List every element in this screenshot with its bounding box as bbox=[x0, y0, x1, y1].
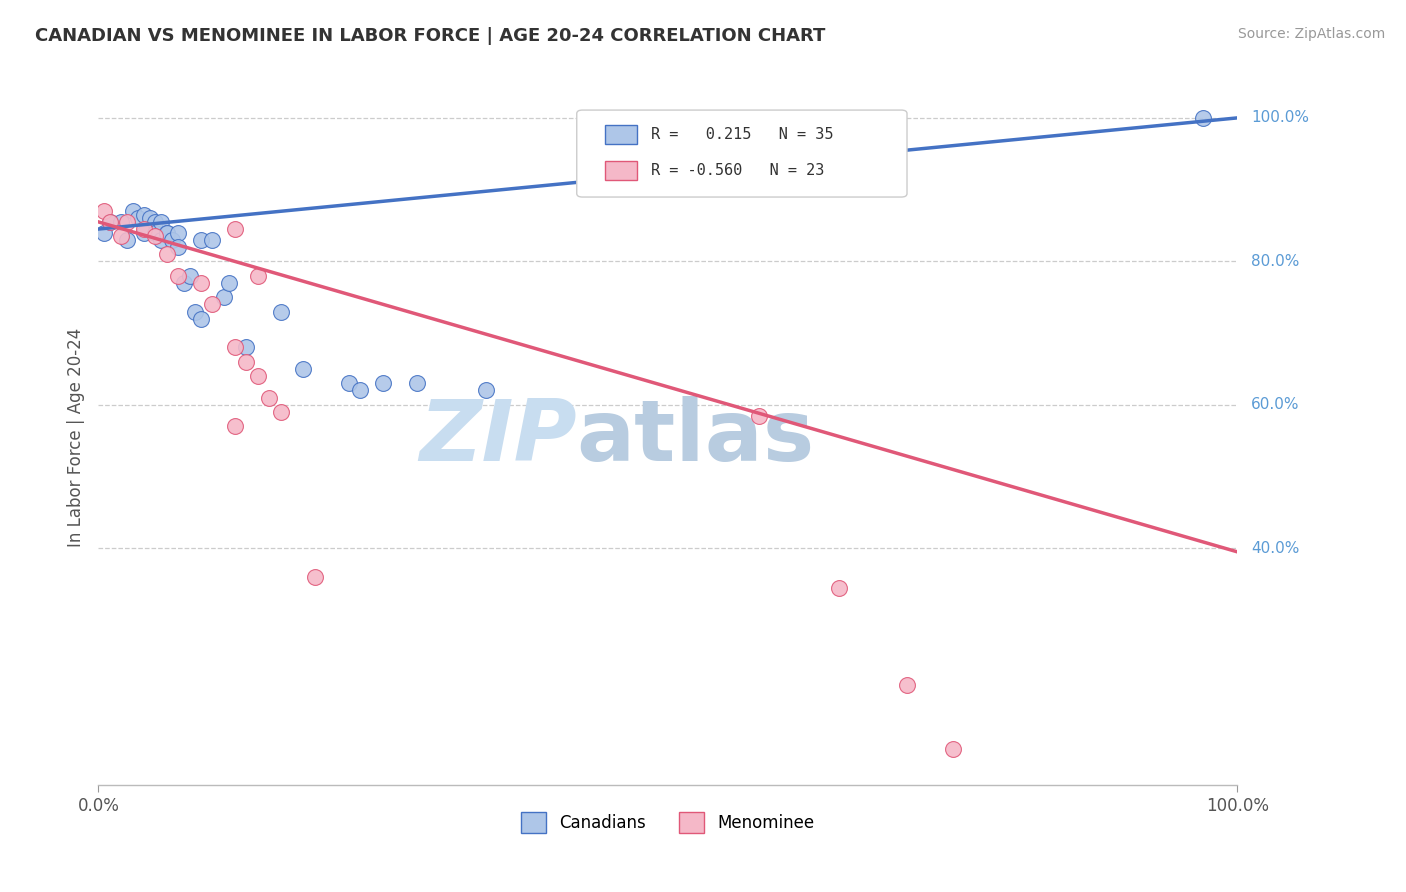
Point bbox=[201, 233, 224, 247]
Point bbox=[93, 204, 115, 219]
Point bbox=[896, 677, 918, 691]
Point bbox=[132, 208, 155, 222]
Point bbox=[173, 276, 195, 290]
Text: 40.0%: 40.0% bbox=[1251, 541, 1299, 556]
Point bbox=[145, 226, 167, 240]
Text: Source: ZipAtlas.com: Source: ZipAtlas.com bbox=[1237, 27, 1385, 41]
FancyBboxPatch shape bbox=[605, 125, 637, 145]
Point bbox=[270, 304, 292, 318]
Point bbox=[304, 570, 326, 584]
Point bbox=[179, 268, 201, 283]
Point bbox=[201, 297, 224, 311]
Point bbox=[150, 215, 173, 229]
Point bbox=[110, 229, 132, 244]
Y-axis label: In Labor Force | Age 20-24: In Labor Force | Age 20-24 bbox=[66, 327, 84, 547]
Point bbox=[98, 215, 121, 229]
Point bbox=[292, 362, 315, 376]
Point bbox=[406, 376, 429, 391]
Point bbox=[110, 215, 132, 229]
Text: 80.0%: 80.0% bbox=[1251, 254, 1299, 268]
Point bbox=[93, 226, 115, 240]
Point bbox=[828, 581, 851, 595]
Point bbox=[145, 229, 167, 244]
Point bbox=[246, 369, 269, 384]
Text: 100.0%: 100.0% bbox=[1251, 111, 1309, 126]
Point bbox=[167, 240, 190, 254]
Point bbox=[127, 211, 149, 226]
Point bbox=[337, 376, 360, 391]
Legend: Canadians, Menominee: Canadians, Menominee bbox=[515, 805, 821, 839]
Point bbox=[190, 233, 212, 247]
Point bbox=[156, 226, 179, 240]
Point bbox=[167, 268, 190, 283]
FancyBboxPatch shape bbox=[576, 110, 907, 197]
Point bbox=[190, 276, 212, 290]
Point bbox=[150, 233, 173, 247]
Point bbox=[474, 384, 496, 398]
Point bbox=[190, 311, 212, 326]
Point bbox=[235, 340, 257, 354]
Text: CANADIAN VS MENOMINEE IN LABOR FORCE | AGE 20-24 CORRELATION CHART: CANADIAN VS MENOMINEE IN LABOR FORCE | A… bbox=[35, 27, 825, 45]
Point bbox=[184, 304, 207, 318]
Point bbox=[162, 233, 184, 247]
Point bbox=[167, 226, 190, 240]
Text: R = -0.560   N = 23: R = -0.560 N = 23 bbox=[651, 163, 824, 178]
Point bbox=[121, 204, 143, 219]
Point bbox=[132, 222, 155, 236]
Point bbox=[212, 290, 235, 304]
Point bbox=[98, 215, 121, 229]
Point bbox=[218, 276, 240, 290]
Point bbox=[224, 340, 246, 354]
Point bbox=[246, 268, 269, 283]
Text: ZIP: ZIP bbox=[419, 395, 576, 479]
Point bbox=[145, 215, 167, 229]
Point bbox=[156, 247, 179, 261]
Point bbox=[138, 211, 160, 226]
Point bbox=[349, 384, 371, 398]
Point bbox=[371, 376, 394, 391]
FancyBboxPatch shape bbox=[605, 161, 637, 180]
Point bbox=[748, 409, 770, 423]
Point bbox=[224, 222, 246, 236]
Text: atlas: atlas bbox=[576, 395, 815, 479]
Point bbox=[224, 419, 246, 434]
Point bbox=[235, 355, 257, 369]
Point bbox=[115, 233, 138, 247]
Point bbox=[156, 226, 179, 240]
Point bbox=[259, 391, 281, 405]
Point bbox=[942, 742, 965, 756]
Text: R =   0.215   N = 35: R = 0.215 N = 35 bbox=[651, 127, 834, 142]
Point bbox=[115, 215, 138, 229]
Point bbox=[132, 226, 155, 240]
Point bbox=[270, 405, 292, 419]
Text: 60.0%: 60.0% bbox=[1251, 397, 1299, 412]
Point bbox=[1192, 111, 1215, 125]
